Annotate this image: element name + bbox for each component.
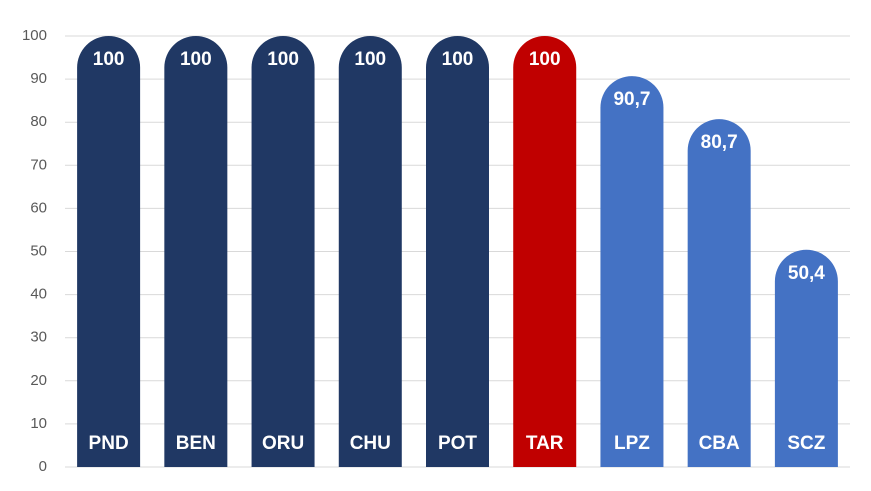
x-tick-label: LPZ (614, 433, 650, 454)
x-tick-label: TAR (526, 433, 564, 454)
bar (251, 36, 315, 468)
bar-value-label: 100 (529, 49, 561, 70)
y-tick-label: 10 (30, 415, 47, 432)
x-tick-label: BEN (176, 433, 216, 454)
y-tick-label: 70 (30, 156, 47, 173)
bar (513, 36, 577, 468)
bar (600, 76, 664, 467)
bar-value-label: 50,4 (788, 263, 825, 284)
bar-value-label: 100 (180, 49, 212, 70)
bar-value-label: 100 (93, 49, 125, 70)
bar (426, 36, 489, 468)
x-tick-label: CHU (350, 433, 391, 454)
x-tick-label: SCZ (787, 433, 825, 454)
bar (164, 36, 228, 468)
bar-value-label: 100 (267, 49, 299, 70)
bar (774, 249, 838, 467)
y-tick-label: 80 (30, 113, 47, 130)
y-tick-label: 40 (30, 286, 47, 303)
bar (77, 36, 141, 468)
x-tick-label: PND (89, 433, 129, 454)
y-tick-label: 60 (30, 199, 47, 216)
y-tick-label: 100 (22, 27, 47, 44)
bar (687, 119, 751, 467)
bar-value-label: 80,7 (701, 132, 738, 153)
y-tick-label: 90 (30, 70, 47, 87)
bar-value-label: 100 (354, 49, 386, 70)
y-tick-label: 50 (30, 242, 47, 259)
y-tick-label: 30 (30, 329, 47, 346)
y-tick-label: 0 (39, 458, 47, 475)
y-tick-label: 20 (30, 372, 47, 389)
x-tick-label: POT (438, 433, 477, 454)
x-tick-label: ORU (262, 433, 304, 454)
bar-value-label: 100 (442, 49, 474, 70)
bar (338, 36, 402, 468)
x-tick-label: CBA (699, 433, 740, 454)
bar-value-label: 90,7 (613, 89, 650, 110)
